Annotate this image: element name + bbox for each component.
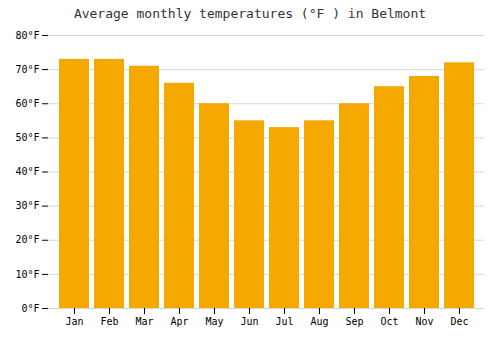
svg-text:Apr: Apr	[170, 316, 188, 327]
svg-text:70°F: 70°F	[15, 64, 39, 75]
svg-text:0°F: 0°F	[21, 303, 39, 314]
svg-text:80°F: 80°F	[15, 30, 39, 41]
svg-text:20°F: 20°F	[15, 234, 39, 245]
svg-text:Jul: Jul	[275, 316, 293, 327]
svg-text:60°F: 60°F	[15, 98, 39, 109]
svg-text:Aug: Aug	[310, 316, 328, 327]
svg-text:Nov: Nov	[415, 316, 433, 327]
svg-text:May: May	[205, 316, 223, 327]
svg-text:Feb: Feb	[100, 316, 118, 327]
svg-text:50°F: 50°F	[15, 132, 39, 143]
svg-text:Mar: Mar	[135, 316, 153, 327]
svg-text:Jun: Jun	[240, 316, 258, 327]
svg-text:30°F: 30°F	[15, 200, 39, 211]
svg-text:Sep: Sep	[345, 316, 363, 327]
svg-text:Oct: Oct	[380, 316, 398, 327]
html-text:Average monthly temperatures (: Average monthly temperatures (°F ) in Be…	[73, 6, 427, 21]
svg-text:10°F: 10°F	[15, 269, 39, 280]
svg-text:Jan: Jan	[65, 316, 83, 327]
svg-text:40°F: 40°F	[15, 166, 39, 177]
svg-text:Dec: Dec	[450, 316, 468, 327]
